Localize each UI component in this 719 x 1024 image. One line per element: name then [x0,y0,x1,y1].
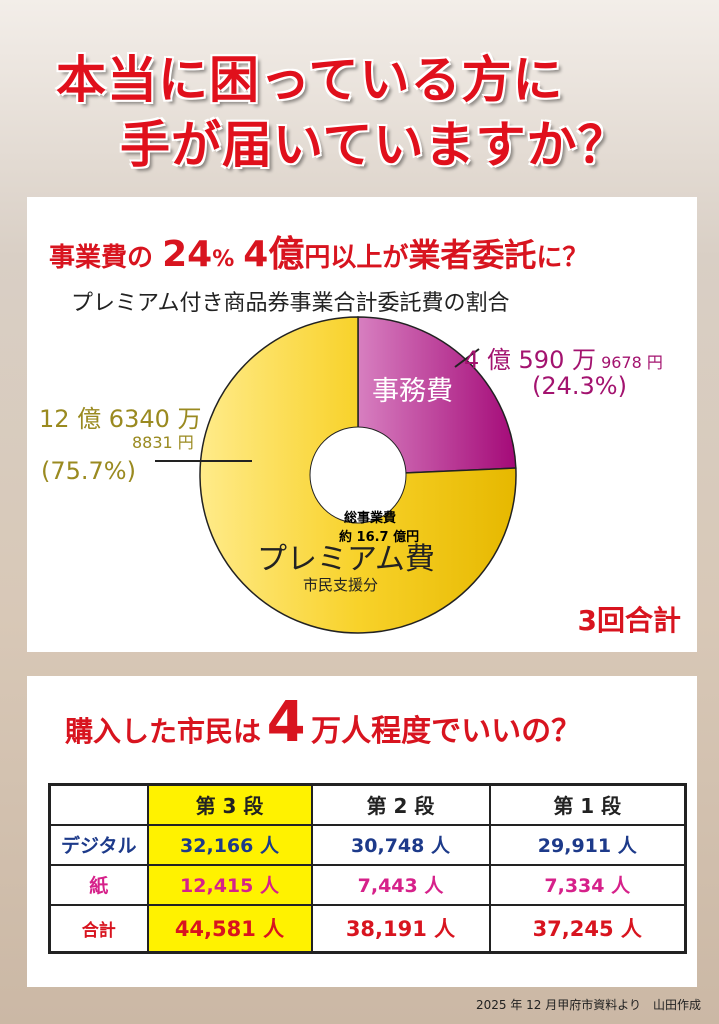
buyers-table: 第 3 段 第 2 段 第 1 段 デジタル 32,166 人 30,748 人… [48,783,687,954]
row-label: 合計 [48,903,149,954]
headline-part: 24 [162,234,213,275]
donut-chart [155,316,517,634]
slice-label-admin: 事務費 [372,376,453,407]
header-cell: 第 3 段 [146,783,313,826]
table-cell: 44,581 人 [146,903,313,954]
table-header-row: 第 3 段 第 2 段 第 1 段 [48,783,687,826]
chart-center-label: 総事業費 約 16.7 億円 [339,507,420,545]
premium-amount-yen: 8831 円 [132,433,194,452]
table-cell: 38,191 人 [310,903,491,954]
headline-part: % [212,247,235,272]
section1-headline: 事業費の 24% 4億円以上が業者委託に？ [49,225,588,277]
table-cell: 12,415 人 [146,863,313,906]
slice-sublabel-premium: 市民支援分 [303,576,379,594]
table-row: デジタル 32,166 人 30,748 人 29,911 人 [48,823,687,866]
slice-label-premium: プレミアム費 [257,542,435,577]
headline-part: 事業費の [49,243,154,273]
premium-amount: 12 億 6340 万 [39,405,202,433]
table-cell: 29,911 人 [488,823,687,866]
headline-part: に？ [536,243,589,273]
amount-yen: 9678 円 [601,353,663,372]
header-cell: 第 1 段 [488,783,687,826]
chart-subtitle: プレミアム付き商品券事業合計委託費の割合 [71,291,510,316]
row-label: 紙 [48,863,149,906]
headline-part: 4億 [243,234,305,275]
headline-line2: 手が届いていますか？ [120,116,629,174]
row-label: デジタル [48,823,149,866]
amount-main: 4 億 590 万 [464,346,596,374]
headline-line1: 本当に困っている方に [56,51,564,109]
header-cell: 第 2 段 [310,783,491,826]
section2-headline: 購入した市民は 4 万人程度でいいの？ [65,690,581,755]
admin-amount: 4 億 590 万 9678 円 [464,340,663,375]
headline-part: 購入した市民は [65,715,262,748]
donut-hole [309,426,407,524]
table-row: 紙 12,415 人 7,443 人 7,334 人 [48,863,687,906]
source-note: 2025 年 12 月甲府市資料より 山田作成 [475,998,701,1012]
buyers-panel: 購入した市民は 4 万人程度でいいの？ 第 3 段 第 2 段 第 1 段 デジ… [27,676,697,987]
leader-line-0 [454,348,480,368]
total-note: 3回合計 [577,604,681,637]
table-cell: 30,748 人 [310,823,491,866]
premium-percent: (75.7%) [41,457,136,485]
headline-part: 4 [266,690,306,755]
cost-panel: 事業費の 24% 4億円以上が業者委託に？ プレミアム付き商品券事業合計委託費の… [27,197,697,652]
center-label-line1: 総事業費 [343,511,396,526]
headline-part: 万人程度でいいの？ [311,714,582,749]
table-cell: 37,245 人 [488,903,687,954]
headline-part: 円以上が [304,243,409,273]
table-cell: 32,166 人 [146,823,313,866]
center-label-line2: 約 16.7 億円 [339,530,420,545]
donut-slice-0 [357,316,517,476]
header-cell [48,783,149,826]
table-row: 合計 44,581 人 38,191 人 37,245 人 [48,903,687,954]
admin-percent: (24.3%) [532,372,627,400]
table-cell: 7,334 人 [488,863,687,906]
table-cell: 7,443 人 [310,863,491,906]
headline-part: 業者委託 [408,236,537,274]
